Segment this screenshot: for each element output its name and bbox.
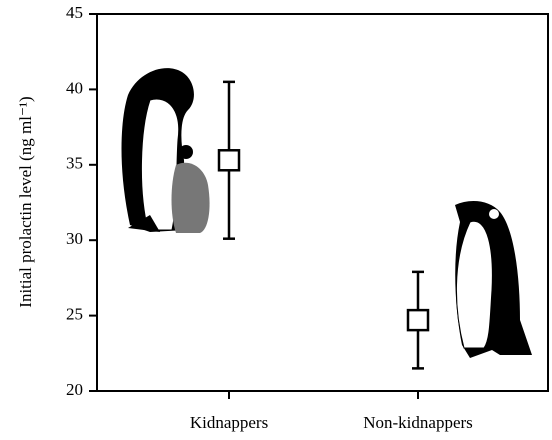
- x-tick-label: Non-kidnappers: [363, 413, 473, 432]
- x-tick-label: Kidnappers: [190, 413, 268, 432]
- plot-frame: [96, 13, 549, 392]
- y-tick-label: 25: [66, 305, 83, 324]
- mean-marker: [217, 149, 241, 172]
- y-tick-label: 35: [66, 154, 83, 173]
- mean-marker: [406, 308, 430, 332]
- y-tick-label: 30: [66, 229, 83, 248]
- y-axis-label: Initial prolactin level (ng ml⁻¹): [16, 96, 35, 307]
- penguin-illustrations: [121, 68, 532, 358]
- y-tick-label: 45: [66, 3, 83, 22]
- y-tick-label: 20: [66, 380, 83, 399]
- y-tick-label: 40: [66, 78, 83, 97]
